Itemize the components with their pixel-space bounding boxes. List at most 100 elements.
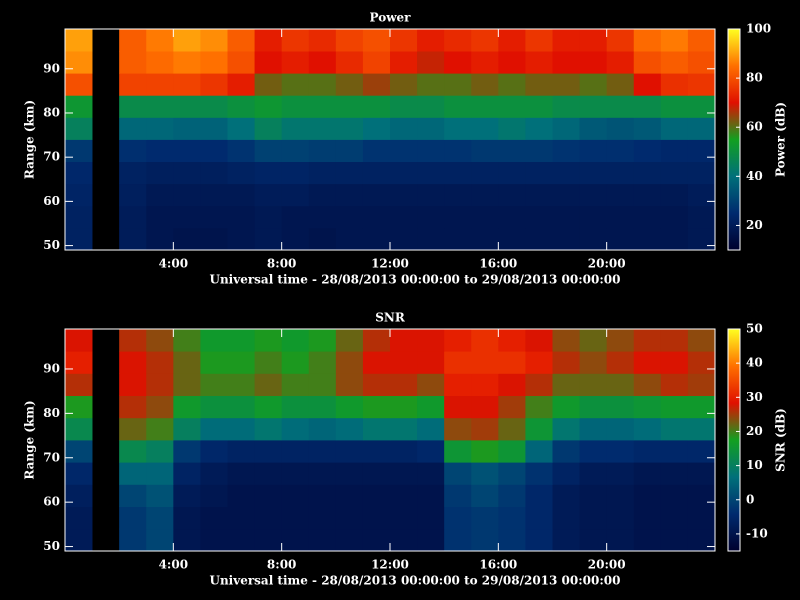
colorbar <box>727 28 741 251</box>
heatmap-cell <box>200 73 228 96</box>
heatmap-cell <box>552 51 580 74</box>
heatmap-cell <box>606 29 635 52</box>
heatmap-cell <box>687 95 716 118</box>
heatmap-cell <box>579 51 608 74</box>
heatmap-cell <box>119 117 147 140</box>
heatmap-cell <box>444 205 472 229</box>
heatmap-cell <box>633 183 662 207</box>
heatmap-cell <box>308 183 337 207</box>
heatmap-cell <box>633 95 662 118</box>
heatmap-cell <box>281 462 310 485</box>
heatmap-cell <box>119 373 147 396</box>
heatmap-cell <box>119 139 147 162</box>
heatmap-cell <box>65 528 93 552</box>
heatmap-cell <box>552 373 580 396</box>
heatmap-cell <box>173 417 201 441</box>
heatmap-cell <box>579 417 608 441</box>
heatmap-cell <box>308 73 337 96</box>
heatmap-cell <box>498 29 526 52</box>
heatmap-cell <box>119 462 147 485</box>
heatmap-cell <box>200 227 228 251</box>
heatmap-cell <box>227 484 255 507</box>
heatmap-cell <box>200 205 228 229</box>
y-tick-label: 90 <box>43 361 60 375</box>
heatmap-cell <box>552 117 580 140</box>
heatmap-cell <box>173 95 201 118</box>
heatmap-cell <box>308 417 337 441</box>
heatmap-cell <box>335 506 364 530</box>
heatmap-cell <box>579 161 608 185</box>
heatmap-cell <box>281 329 310 352</box>
heatmap-cell <box>606 462 635 485</box>
heatmap-cell <box>119 484 147 507</box>
heatmap-cell <box>633 117 662 140</box>
heatmap-cell <box>525 51 553 74</box>
heatmap-cell <box>498 227 526 251</box>
heatmap-cell <box>362 440 391 463</box>
heatmap-cell <box>362 484 391 507</box>
heatmap-cell <box>146 395 174 419</box>
heatmap-cell <box>552 462 580 485</box>
heatmap-cell <box>660 117 689 140</box>
heatmap-cell <box>335 161 364 185</box>
heatmap-cell <box>444 440 472 463</box>
heatmap-cell <box>390 329 418 352</box>
heatmap-cell <box>146 29 174 52</box>
heatmap-cell <box>308 351 337 374</box>
heatmap-cell <box>471 417 499 441</box>
heatmap-cell <box>444 161 472 185</box>
heatmap-cell <box>498 417 526 441</box>
heatmap-cell <box>417 117 445 140</box>
heatmap-cell <box>606 183 635 207</box>
heatmap-cell <box>335 183 364 207</box>
heatmap-cell <box>660 205 689 229</box>
heatmap-cell <box>335 205 364 229</box>
heatmap-cell <box>362 528 391 552</box>
x-tick-label: 4:00 <box>159 257 188 271</box>
heatmap-cell <box>498 95 526 118</box>
heatmap-cell <box>227 117 255 140</box>
y-tick-label: 70 <box>43 450 60 464</box>
heatmap-cell <box>444 417 472 441</box>
y-axis-label: Range (km) <box>23 100 37 179</box>
heatmap-cell <box>119 395 147 419</box>
heatmap-cell <box>362 227 391 251</box>
heatmap-cell <box>471 183 499 207</box>
heatmap-cell <box>498 462 526 485</box>
heatmap-cell <box>471 161 499 185</box>
heatmap-cell <box>281 205 310 229</box>
heatmap-cell <box>119 227 147 251</box>
heatmap-cell <box>390 440 418 463</box>
heatmap-cell <box>227 395 255 419</box>
heatmap-cell <box>660 139 689 162</box>
heatmap-cell <box>390 95 418 118</box>
y-tick-label: 50 <box>43 238 60 252</box>
heatmap-cell <box>633 29 662 52</box>
heatmap-cell <box>660 373 689 396</box>
heatmap-cell <box>281 417 310 441</box>
heatmap-cell <box>687 351 716 374</box>
heatmap-cell <box>525 29 553 52</box>
heatmap-cell <box>606 506 635 530</box>
heatmap-cell <box>335 440 364 463</box>
heatmap-cell <box>281 506 310 530</box>
heatmap-cell <box>308 29 337 52</box>
heatmap-cell <box>200 329 228 352</box>
y-tick-label: 90 <box>43 61 60 75</box>
heatmap-cell <box>308 462 337 485</box>
heatmap-cell <box>552 139 580 162</box>
heatmap-cell <box>173 462 201 485</box>
heatmap-cell <box>633 161 662 185</box>
heatmap-cell <box>65 462 93 485</box>
heatmap-cell <box>65 506 93 530</box>
heatmap-cell <box>687 417 716 441</box>
y-tick-label: 50 <box>43 539 60 553</box>
heatmap-cell <box>200 462 228 485</box>
heatmap-cell <box>308 51 337 74</box>
heatmap-cell <box>200 528 228 552</box>
heatmap-cell <box>417 329 445 352</box>
heatmap-cell <box>525 139 553 162</box>
heatmap-cell <box>119 351 147 374</box>
heatmap-cell <box>308 329 337 352</box>
